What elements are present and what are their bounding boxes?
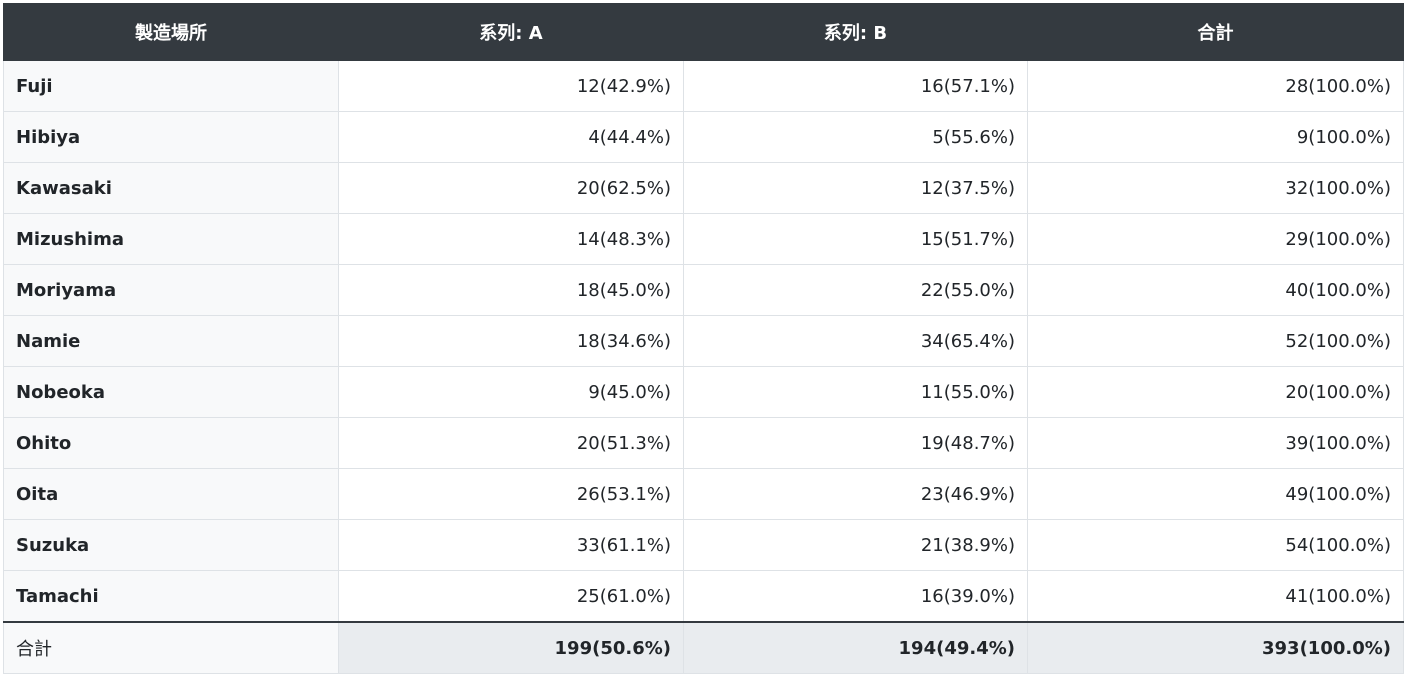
cell-total: 52(100.0%) [1027,315,1404,367]
cell-series-a: 18(34.6%) [338,315,684,367]
cell-total: 40(100.0%) [1027,264,1404,316]
cell-series-a: 4(44.4%) [338,111,684,163]
row-label: Mizushima [3,213,339,265]
table-row: Mizushima 14(48.3%) 15(51.7%) 29(100.0%) [3,213,1404,265]
table-row: Oita 26(53.1%) 23(46.9%) 49(100.0%) [3,468,1404,520]
cell-series-b: 16(39.0%) [683,570,1028,623]
row-label: Moriyama [3,264,339,316]
footer-label: 合計 [3,621,339,674]
row-label: Kawasaki [3,162,339,214]
cell-total: 41(100.0%) [1027,570,1404,623]
row-label: Nobeoka [3,366,339,418]
cell-series-b: 11(55.0%) [683,366,1028,418]
table-body: Fuji 12(42.9%) 16(57.1%) 28(100.0%) Hibiya 4(… [3,60,1404,623]
cell-series-b: 19(48.7%) [683,417,1028,469]
table-row: Ohito 20(51.3%) 19(48.7%) 39(100.0%) [3,417,1404,469]
table-footer: 合計 199(50.6%) 194(49.4%) 393(100.0%) [3,621,1404,674]
row-label: Tamachi [3,570,339,623]
cell-series-b: 12(37.5%) [683,162,1028,214]
table-row: Fuji 12(42.9%) 16(57.1%) 28(100.0%) [3,60,1404,112]
header-location[interactable]: 製造場所 [3,3,339,61]
cell-series-a: 20(51.3%) [338,417,684,469]
cell-total: 28(100.0%) [1027,60,1404,112]
cell-series-b: 21(38.9%) [683,519,1028,571]
row-label: Namie [3,315,339,367]
cell-series-b: 34(65.4%) [683,315,1028,367]
table-header: 製造場所 系列: A 系列: B 合計 [3,3,1404,61]
table-row: Kawasaki 20(62.5%) 12(37.5%) 32(100.0%) [3,162,1404,214]
footer-row: 合計 199(50.6%) 194(49.4%) 393(100.0%) [3,621,1404,674]
header-series-a[interactable]: 系列: A [338,3,684,61]
cell-series-a: 25(61.0%) [338,570,684,623]
footer-series-b: 194(49.4%) [683,621,1028,674]
cell-series-a: 20(62.5%) [338,162,684,214]
footer-total: 393(100.0%) [1027,621,1404,674]
table-row: Hibiya 4(44.4%) 5(55.6%) 9(100.0%) [3,111,1404,163]
header-row: 製造場所 系列: A 系列: B 合計 [3,3,1404,61]
cell-total: 20(100.0%) [1027,366,1404,418]
cell-series-a: 12(42.9%) [338,60,684,112]
cell-series-a: 18(45.0%) [338,264,684,316]
cell-series-a: 26(53.1%) [338,468,684,520]
table-row: Tamachi 25(61.0%) 16(39.0%) 41(100.0%) [3,570,1404,623]
cell-total: 49(100.0%) [1027,468,1404,520]
cell-total: 32(100.0%) [1027,162,1404,214]
table-row: Nobeoka 9(45.0%) 11(55.0%) 20(100.0%) [3,366,1404,418]
cell-total: 39(100.0%) [1027,417,1404,469]
cell-series-a: 33(61.1%) [338,519,684,571]
cell-total: 54(100.0%) [1027,519,1404,571]
footer-series-a: 199(50.6%) [338,621,684,674]
cell-series-b: 16(57.1%) [683,60,1028,112]
crosstab-table: 製造場所 系列: A 系列: B 合計 Fuji 12(42.9%) 16(57.1… [3,3,1404,674]
cell-series-a: 9(45.0%) [338,366,684,418]
row-label: Ohito [3,417,339,469]
cell-total: 29(100.0%) [1027,213,1404,265]
row-label: Hibiya [3,111,339,163]
cell-series-b: 15(51.7%) [683,213,1028,265]
row-label: Suzuka [3,519,339,571]
cell-series-b: 22(55.0%) [683,264,1028,316]
table-row: Suzuka 33(61.1%) 21(38.9%) 54(100.0%) [3,519,1404,571]
crosstab-container: 製造場所 系列: A 系列: B 合計 Fuji 12(42.9%) 16(57.1… [3,3,1404,674]
cell-total: 9(100.0%) [1027,111,1404,163]
header-series-b[interactable]: 系列: B [683,3,1028,61]
row-label: Oita [3,468,339,520]
cell-series-b: 5(55.6%) [683,111,1028,163]
row-label: Fuji [3,60,339,112]
header-total[interactable]: 合計 [1027,3,1404,61]
cell-series-a: 14(48.3%) [338,213,684,265]
cell-series-b: 23(46.9%) [683,468,1028,520]
table-row: Moriyama 18(45.0%) 22(55.0%) 40(100.0%) [3,264,1404,316]
table-row: Namie 18(34.6%) 34(65.4%) 52(100.0%) [3,315,1404,367]
